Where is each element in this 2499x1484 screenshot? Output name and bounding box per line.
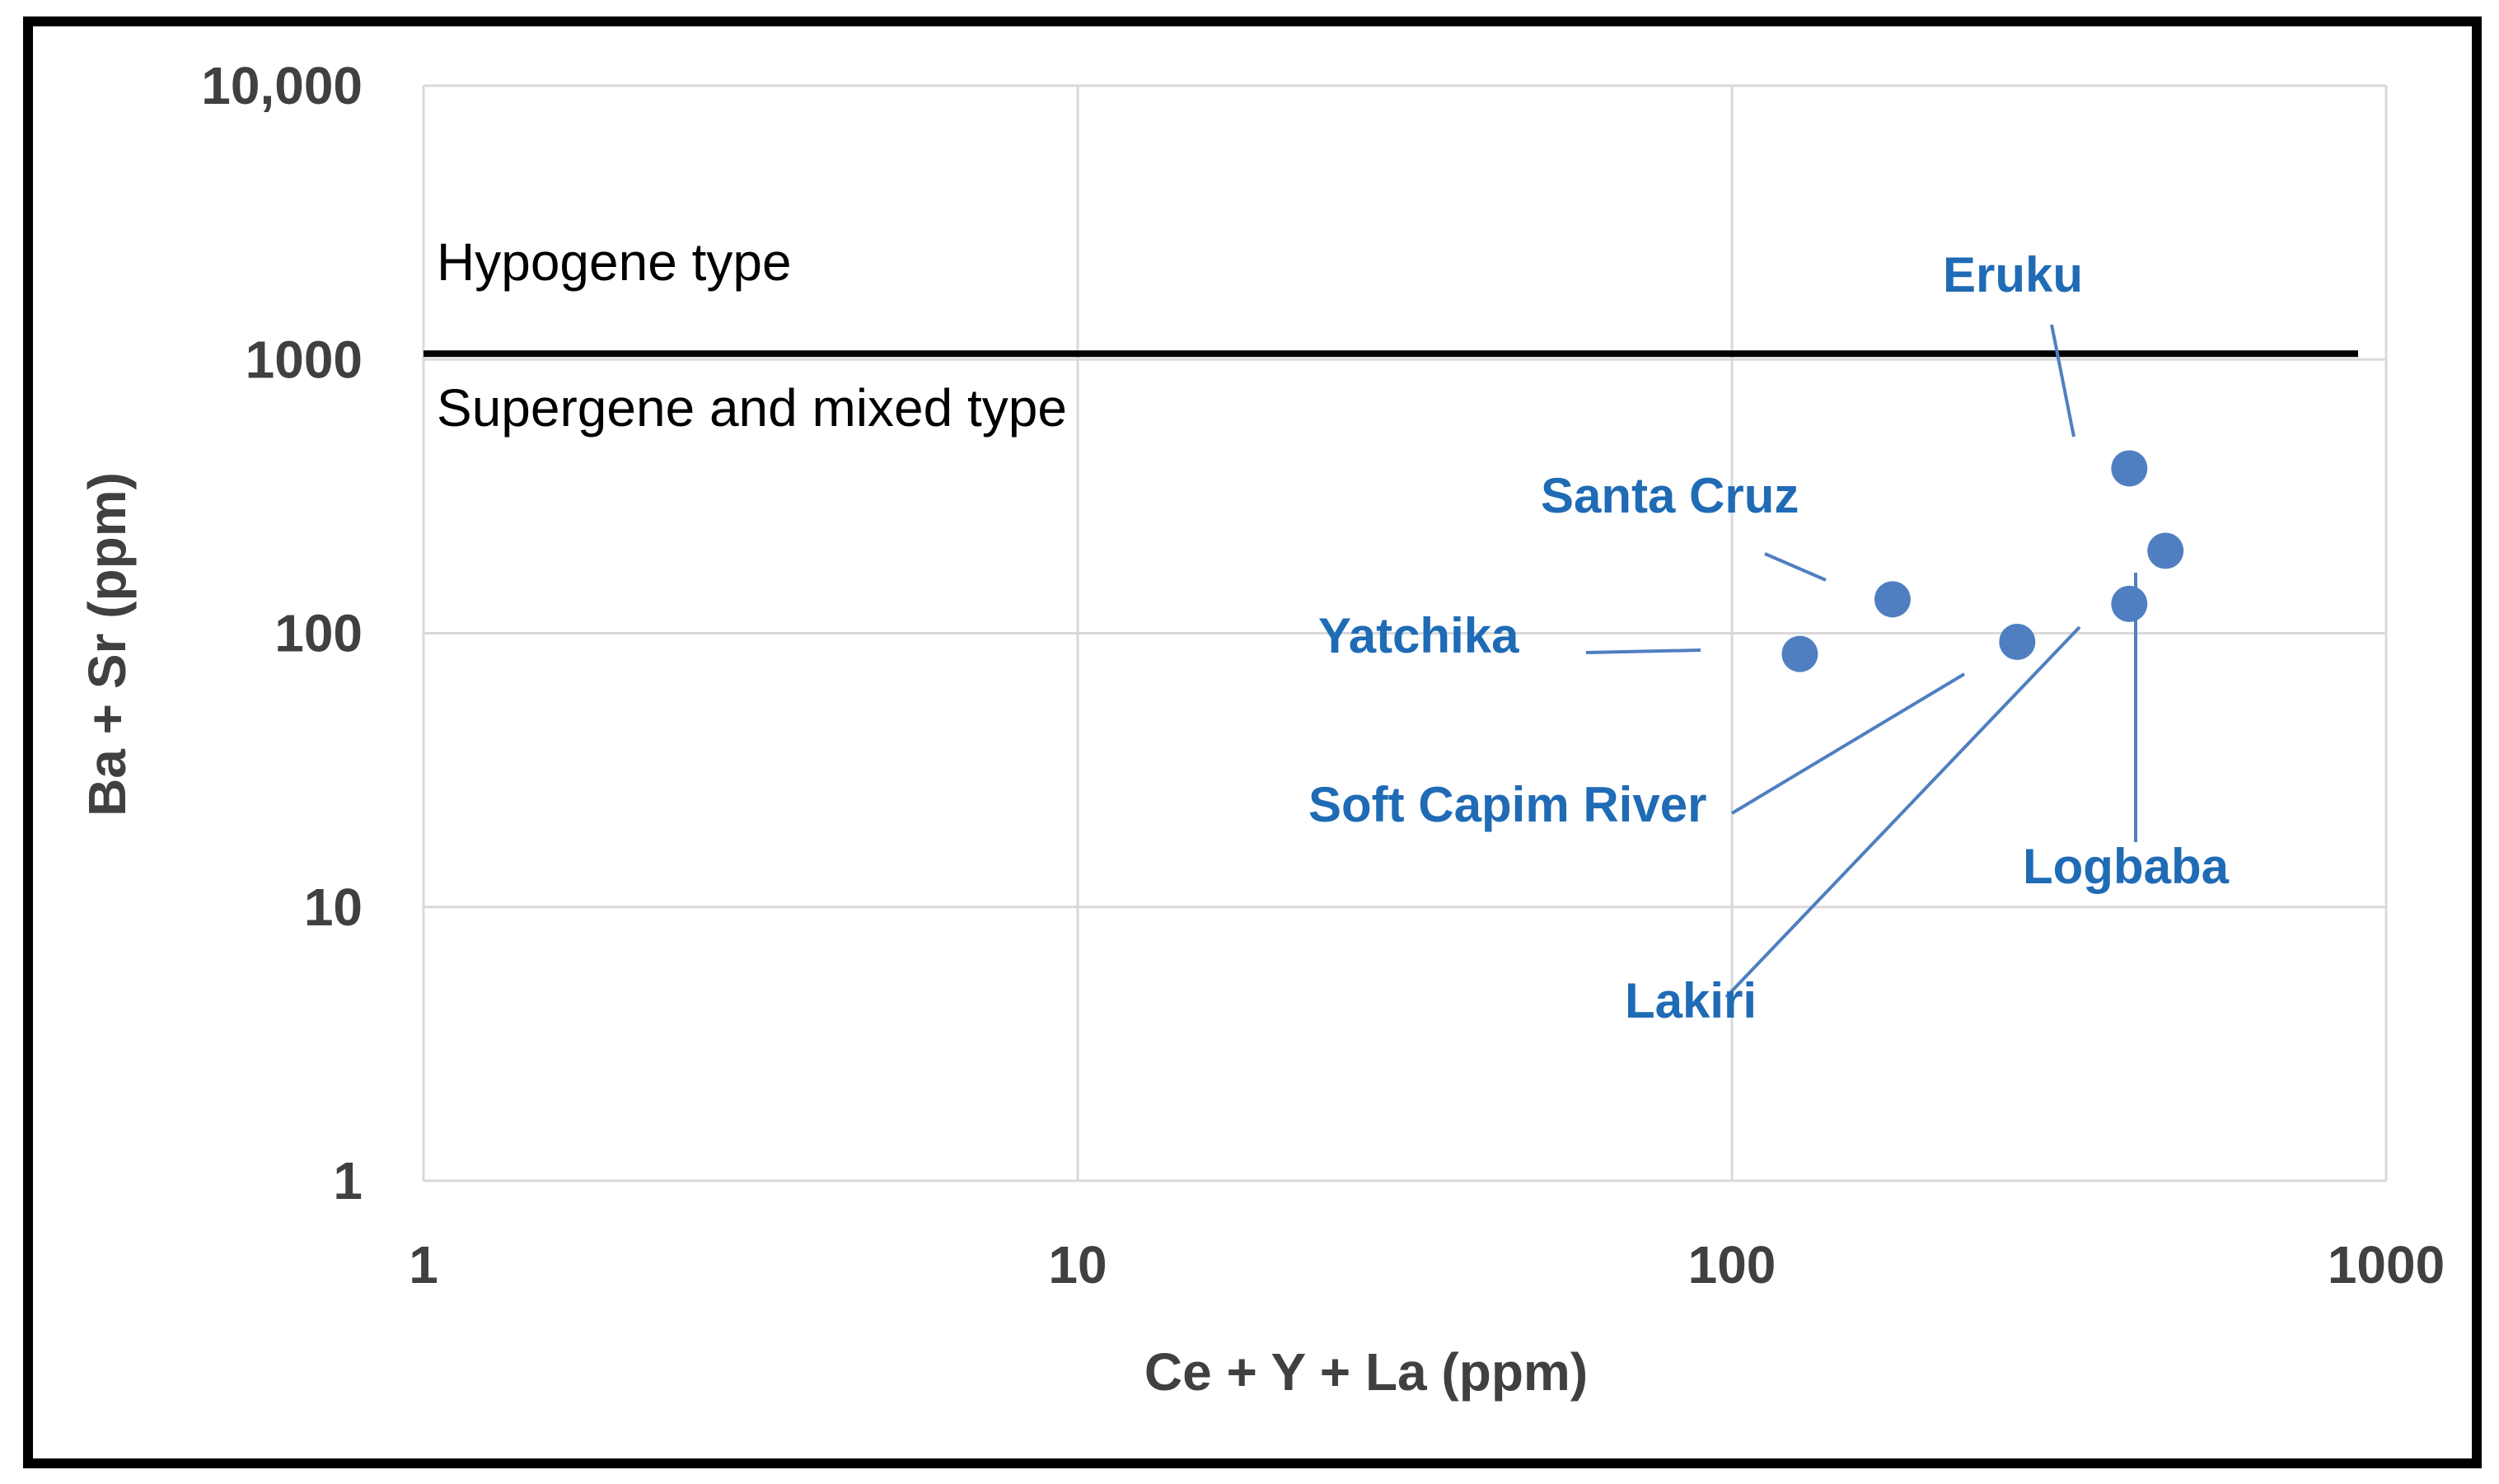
y-tick-label: 1: [333, 1151, 363, 1210]
leader-line-santa-cruz: [1764, 552, 1827, 582]
label-layer: Yatchika Santa Cruz Soft Capim River Lakiri…: [1308, 247, 2230, 1028]
x-tick-label: 1: [409, 1235, 438, 1294]
hypogene-region-label: Hypogene type: [437, 232, 792, 292]
x-tick-label: 10: [1048, 1235, 1107, 1294]
point-label-eruku: Eruku: [1943, 247, 2083, 302]
tick-layer: 1 10 100 1000 1 10 100 1000 10,000: [201, 56, 2445, 1294]
y-tick-label: 1000: [246, 330, 363, 389]
point-yatchika: [1781, 635, 1818, 672]
y-tick-label: 100: [274, 604, 363, 663]
point-label-santa-cruz: Santa Cruz: [1541, 468, 1799, 523]
leader-layer: [1585, 324, 2137, 999]
point-label-yatchika: Yatchika: [1318, 608, 1519, 663]
y-tick-label: 10,000: [201, 56, 363, 115]
scatter-chart: Yatchika Santa Cruz Soft Capim River Lakiri…: [77, 56, 2445, 1402]
point-label-soft-capim-river: Soft Capim River: [1308, 777, 1706, 832]
point-eruku: [2111, 450, 2148, 487]
x-tick-label: 1000: [2328, 1235, 2445, 1294]
leader-line-eruku: [2050, 324, 2075, 438]
point-soft-capim-river: [1999, 623, 2036, 660]
leader-line-yatchika: [1585, 648, 1701, 654]
y-tick-label: 10: [304, 878, 363, 937]
y-axis-title: Ba + Sr (ppm): [77, 472, 137, 817]
point-label-logbaba: Logbaba: [2023, 839, 2230, 894]
x-axis-title: Ce + Y + La (ppm): [1144, 1342, 1588, 1402]
leader-line-lakiri: [1724, 625, 2081, 999]
point-label-lakiri: Lakiri: [1625, 973, 1757, 1028]
supergene-region-label: Supergene and mixed type: [437, 378, 1067, 438]
grid-layer: [422, 84, 2388, 1182]
point-logbaba: [2147, 532, 2184, 569]
point-lakiri: [2111, 585, 2148, 622]
point-santa-cruz: [1874, 581, 1911, 618]
chart-frame: Yatchika Santa Cruz Soft Capim River Lakiri…: [23, 16, 2482, 1468]
leader-line-soft-capim-river: [1730, 672, 1966, 815]
point-layer: [1781, 450, 2184, 672]
x-tick-label: 100: [1688, 1235, 1776, 1294]
